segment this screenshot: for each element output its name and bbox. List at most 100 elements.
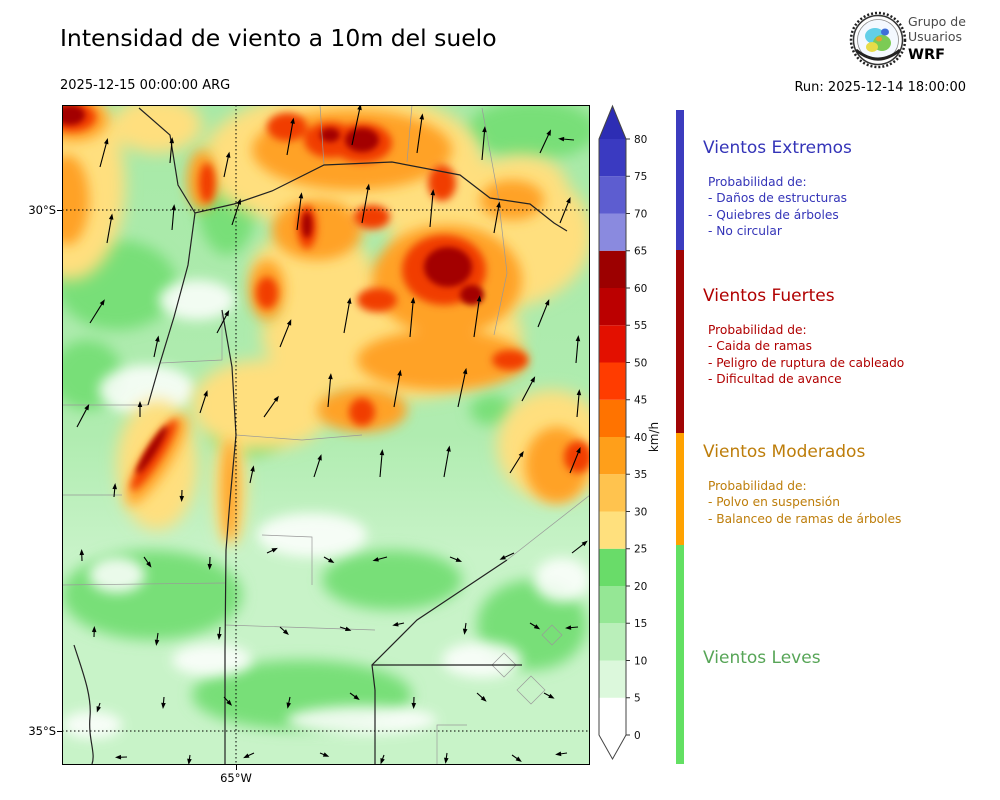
graticule-dotted-lines <box>62 105 590 765</box>
wind-arrow-head <box>207 563 213 570</box>
wind-arrow-head <box>411 702 417 709</box>
colorbar-segment <box>599 213 626 251</box>
lon-label-65w: 65°W <box>220 771 252 785</box>
wind-speed-colorbar: 0 5 10 15 20 25 30 35 40 45 50 55 60 65 70 75 80 km/h <box>598 104 661 761</box>
colorbar-segment <box>599 623 626 661</box>
legend-details-fuertes: Probabilidad de: - Caida de ramas - Peli… <box>708 323 905 387</box>
wind-intensity-map <box>62 105 590 765</box>
wind-arrow <box>509 453 523 474</box>
wind-arrow <box>106 216 113 244</box>
wind-arrow-head <box>546 129 551 136</box>
wind-arrow-head <box>518 450 524 458</box>
wind-arrow-head <box>558 136 565 142</box>
wind-arrow <box>559 199 570 224</box>
colorbar-tick-label: 70 <box>634 208 647 220</box>
lat-tick-30s <box>57 210 62 211</box>
category-bar-segment <box>676 433 684 545</box>
legend-header-extremos: Vientos Extremos <box>703 138 852 158</box>
wind-arrow-head <box>84 404 90 411</box>
colorbar-segment <box>599 697 626 735</box>
wind-arrow <box>361 186 369 224</box>
colorbar-segment <box>599 474 626 512</box>
wind-arrow <box>351 106 361 146</box>
colorbar-segment <box>599 548 626 586</box>
colorbar-segment <box>599 288 626 326</box>
wind-arrow-head <box>286 702 292 709</box>
wind-arrow-head <box>96 706 101 713</box>
wind-arrow-head <box>446 445 451 452</box>
colorbar-tick-label: 50 <box>634 357 647 369</box>
legend-vientos-fuertes: Vientos Fuertes Probabilidad de: - Caida… <box>703 286 904 388</box>
wind-arrow <box>416 116 423 154</box>
wind-arrow-head <box>397 369 402 376</box>
map-extreme-darkred-zones <box>62 105 484 474</box>
wind-arrow-head <box>576 447 581 454</box>
legend-details-extremos: Probabilidad de: - Daños de estructuras … <box>708 175 848 239</box>
wind-arrow-head <box>91 626 97 633</box>
wind-arrow-head <box>154 639 160 646</box>
wind-arrow <box>493 204 500 234</box>
wind-arrow <box>216 312 229 334</box>
wind-arrow-head <box>250 465 255 472</box>
lon-tick-65w <box>236 765 237 770</box>
wind-arrow-head <box>161 702 166 709</box>
wind-arrow <box>393 372 401 408</box>
wind-arrow <box>569 449 580 474</box>
wind-arrow-head <box>515 756 522 762</box>
wind-arrow-head <box>243 753 250 759</box>
wind-arrow <box>169 140 173 164</box>
wind-arrow-head <box>99 299 105 306</box>
wind-arrow-head <box>103 138 109 145</box>
wind-arrow-head <box>462 367 468 375</box>
wind-arrow-head <box>322 752 330 757</box>
page-title: Intensidad de viento a 10m del suelo <box>60 24 497 52</box>
colorbar-tick-label: 15 <box>634 618 647 630</box>
wind-arrows-layer <box>76 105 588 765</box>
wind-arrow-head <box>346 297 352 304</box>
lat-tick-35s <box>57 731 62 732</box>
wind-arrow-head <box>271 547 278 553</box>
wind-arrow-head <box>273 395 279 402</box>
colorbar-segment <box>599 437 626 475</box>
wind-arrow-head <box>179 495 185 502</box>
wind-arrow-head <box>146 561 152 568</box>
wind-arrow-head <box>530 376 536 383</box>
colorbar-extend-under <box>599 735 626 759</box>
wind-arrow <box>429 192 434 228</box>
wind-arrow-head <box>544 299 550 306</box>
wind-arrow-head <box>328 373 333 380</box>
legend-vientos-moderados: Vientos Moderados Probabilidad de: - Pol… <box>703 442 901 527</box>
wind-arrow <box>99 140 108 168</box>
wind-arrow-head <box>419 113 425 120</box>
logo-emblem-icon <box>849 11 907 69</box>
wind-arrow <box>379 452 383 478</box>
colorbar-tick-label: 60 <box>634 283 647 295</box>
wind-arrow-head <box>455 557 463 562</box>
category-indicator-bar <box>676 0 684 800</box>
colorbar-segment <box>599 176 626 214</box>
colorbar-unit-label: km/h <box>647 422 661 452</box>
wind-arrow-head <box>499 555 506 560</box>
wind-arrow-head <box>217 633 222 640</box>
category-bar-segment <box>676 545 684 764</box>
wind-arrow <box>576 392 580 418</box>
wind-arrow-head <box>365 183 371 190</box>
lat-label-30s: 30°S <box>28 203 56 217</box>
legend-header-moderados: Vientos Moderados <box>703 442 866 462</box>
colorbar-tick-label: 80 <box>634 134 647 146</box>
colorbar-tick-label: 25 <box>634 544 647 556</box>
colorbar-segment <box>599 511 626 549</box>
wind-arrow <box>279 321 291 348</box>
category-bar-segment <box>676 250 684 433</box>
colorbar-tick-label: 35 <box>634 469 647 481</box>
wind-arrow-head <box>575 335 581 342</box>
colorbar-segment <box>599 399 626 437</box>
wind-arrow <box>171 207 175 231</box>
colorbar-tick-label: 45 <box>634 395 647 407</box>
wind-arrow-head <box>476 295 482 302</box>
wind-arrow-head <box>379 449 385 456</box>
map-frame <box>62 105 590 765</box>
wind-arrow-head <box>380 757 385 765</box>
wind-arrow-head <box>576 389 582 396</box>
wind-arrow-head <box>566 197 571 204</box>
